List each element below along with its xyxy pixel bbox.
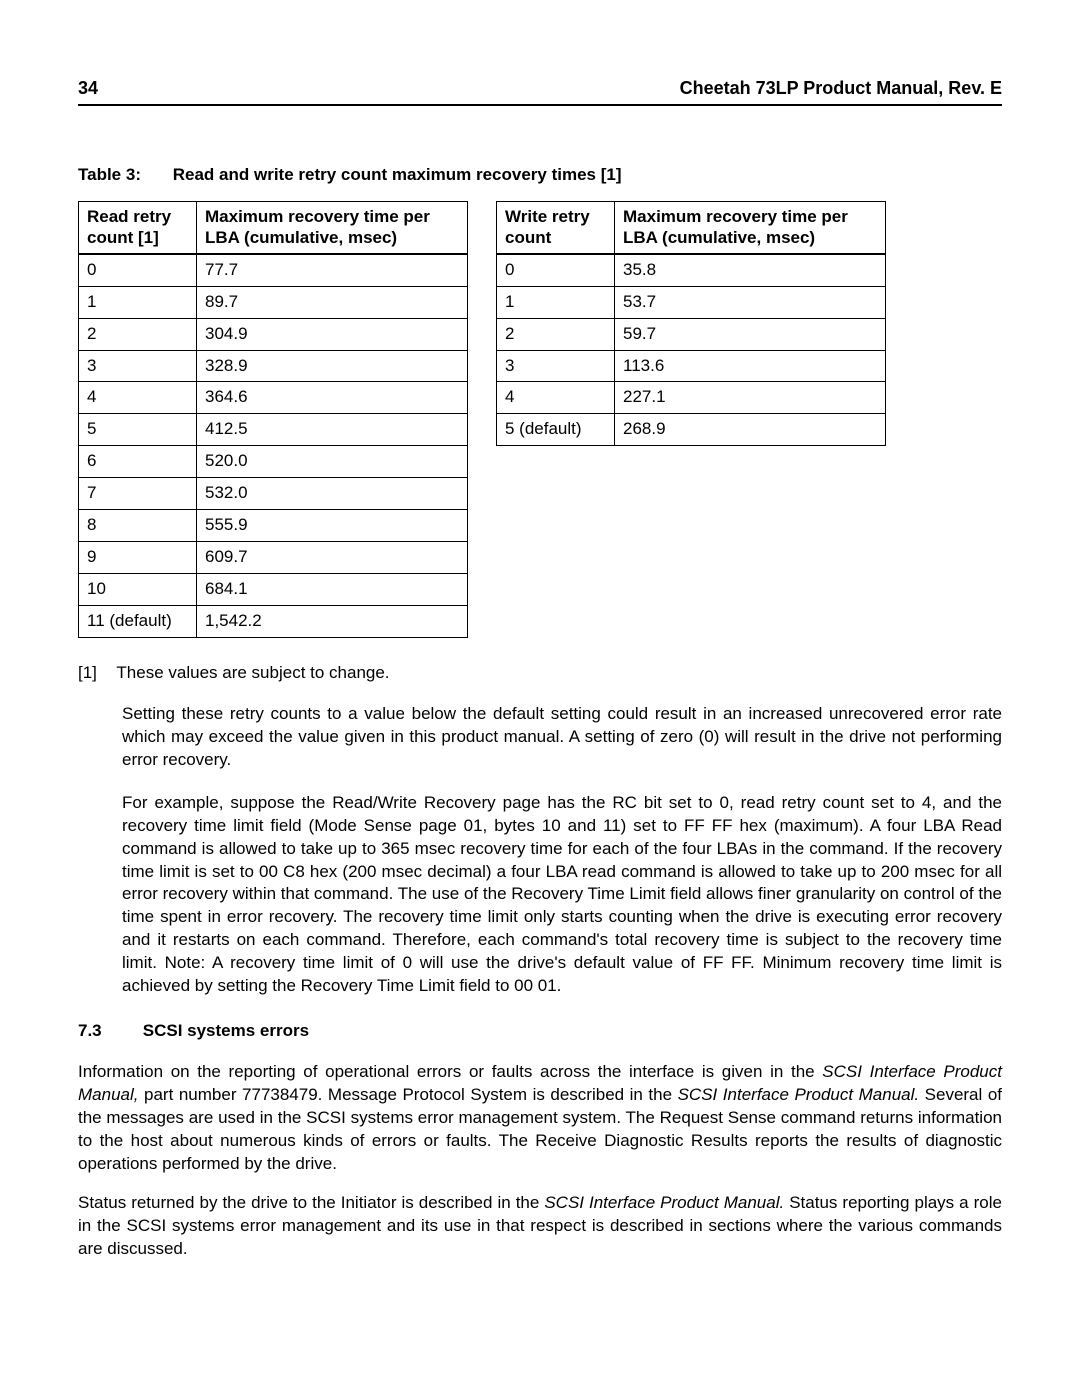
read-cell: 684.1 xyxy=(197,574,468,606)
write-cell: 59.7 xyxy=(615,318,886,350)
paragraph-3: Information on the reporting of operatio… xyxy=(78,1061,1002,1176)
read-cell: 4 xyxy=(79,382,197,414)
write-cell: 0 xyxy=(497,254,615,286)
read-cell: 2 xyxy=(79,318,197,350)
table-row: 4227.1 xyxy=(497,382,886,414)
read-retry-table: Read retry count [1] Maximum recovery ti… xyxy=(78,201,468,638)
section-heading: 7.3 SCSI systems errors xyxy=(78,1020,1002,1043)
read-cell: 10 xyxy=(79,574,197,606)
read-cell: 77.7 xyxy=(197,254,468,286)
read-cell: 555.9 xyxy=(197,510,468,542)
read-cell: 304.9 xyxy=(197,318,468,350)
paragraph-1: Setting these retry counts to a value be… xyxy=(122,703,1002,772)
table-row: 3328.9 xyxy=(79,350,468,382)
table-caption-label: Table 3: xyxy=(78,164,168,187)
write-cell: 2 xyxy=(497,318,615,350)
write-cell: 5 (default) xyxy=(497,414,615,446)
write-cell: 35.8 xyxy=(615,254,886,286)
table-row: 6520.0 xyxy=(79,446,468,478)
read-cell: 1 xyxy=(79,286,197,318)
section-number: 7.3 xyxy=(78,1020,138,1043)
table-row: 3113.6 xyxy=(497,350,886,382)
write-cell: 1 xyxy=(497,286,615,318)
table-row: 5 (default)268.9 xyxy=(497,414,886,446)
read-cell: 9 xyxy=(79,542,197,574)
p3-a: Information on the reporting of operatio… xyxy=(78,1062,822,1081)
read-cell: 328.9 xyxy=(197,350,468,382)
table-row: 2304.9 xyxy=(79,318,468,350)
table-row: 189.7 xyxy=(79,286,468,318)
write-col1-header: Write retry count xyxy=(497,202,615,254)
read-cell: 5 xyxy=(79,414,197,446)
table-row: 5412.5 xyxy=(79,414,468,446)
paragraph-4: Status returned by the drive to the Init… xyxy=(78,1192,1002,1261)
read-cell: 89.7 xyxy=(197,286,468,318)
table-row: 035.8 xyxy=(497,254,886,286)
page-number: 34 xyxy=(78,76,98,100)
write-cell: 268.9 xyxy=(615,414,886,446)
write-cell: 113.6 xyxy=(615,350,886,382)
read-cell: 8 xyxy=(79,510,197,542)
read-cell: 0 xyxy=(79,254,197,286)
write-cell: 53.7 xyxy=(615,286,886,318)
header-title: Cheetah 73LP Product Manual, Rev. E xyxy=(680,76,1002,100)
p4-a: Status returned by the drive to the Init… xyxy=(78,1193,544,1212)
tables-container: Read retry count [1] Maximum recovery ti… xyxy=(78,201,1002,638)
table-caption: Table 3: Read and write retry count maxi… xyxy=(78,164,1002,187)
table-row: 10684.1 xyxy=(79,574,468,606)
read-col2-header: Maximum recovery time per LBA (cumulativ… xyxy=(197,202,468,254)
write-cell: 3 xyxy=(497,350,615,382)
table-row: 4364.6 xyxy=(79,382,468,414)
read-cell: 7 xyxy=(79,478,197,510)
table-row: 9609.7 xyxy=(79,542,468,574)
table-caption-text: Read and write retry count maximum recov… xyxy=(173,165,622,184)
footnote-text: These values are subject to change. xyxy=(116,663,389,682)
table-row: 7532.0 xyxy=(79,478,468,510)
read-cell: 609.7 xyxy=(197,542,468,574)
read-col1-header: Read retry count [1] xyxy=(79,202,197,254)
section-title: SCSI systems errors xyxy=(143,1021,309,1040)
p3-i2: SCSI Interface Product Manual. xyxy=(678,1085,920,1104)
table-row: 153.7 xyxy=(497,286,886,318)
write-retry-table: Write retry count Maximum recovery time … xyxy=(496,201,886,446)
read-cell: 6 xyxy=(79,446,197,478)
table-row: 11 (default)1,542.2 xyxy=(79,606,468,638)
write-cell: 4 xyxy=(497,382,615,414)
read-cell: 3 xyxy=(79,350,197,382)
table-row: 8555.9 xyxy=(79,510,468,542)
p3-b: part number 77738479. Message Protocol S… xyxy=(138,1085,677,1104)
read-cell: 364.6 xyxy=(197,382,468,414)
write-col2-header: Maximum recovery time per LBA (cumulativ… xyxy=(615,202,886,254)
paragraph-2: For example, suppose the Read/Write Reco… xyxy=(122,792,1002,998)
write-cell: 227.1 xyxy=(615,382,886,414)
footnote: [1] These values are subject to change. xyxy=(78,662,1002,685)
read-cell: 532.0 xyxy=(197,478,468,510)
read-cell: 11 (default) xyxy=(79,606,197,638)
p4-i1: SCSI Interface Product Manual. xyxy=(544,1193,784,1212)
footnote-num: [1] xyxy=(78,662,112,685)
read-cell: 520.0 xyxy=(197,446,468,478)
table-row: 259.7 xyxy=(497,318,886,350)
table-row: 077.7 xyxy=(79,254,468,286)
read-cell: 412.5 xyxy=(197,414,468,446)
read-cell: 1,542.2 xyxy=(197,606,468,638)
page-header: 34 Cheetah 73LP Product Manual, Rev. E xyxy=(78,76,1002,106)
